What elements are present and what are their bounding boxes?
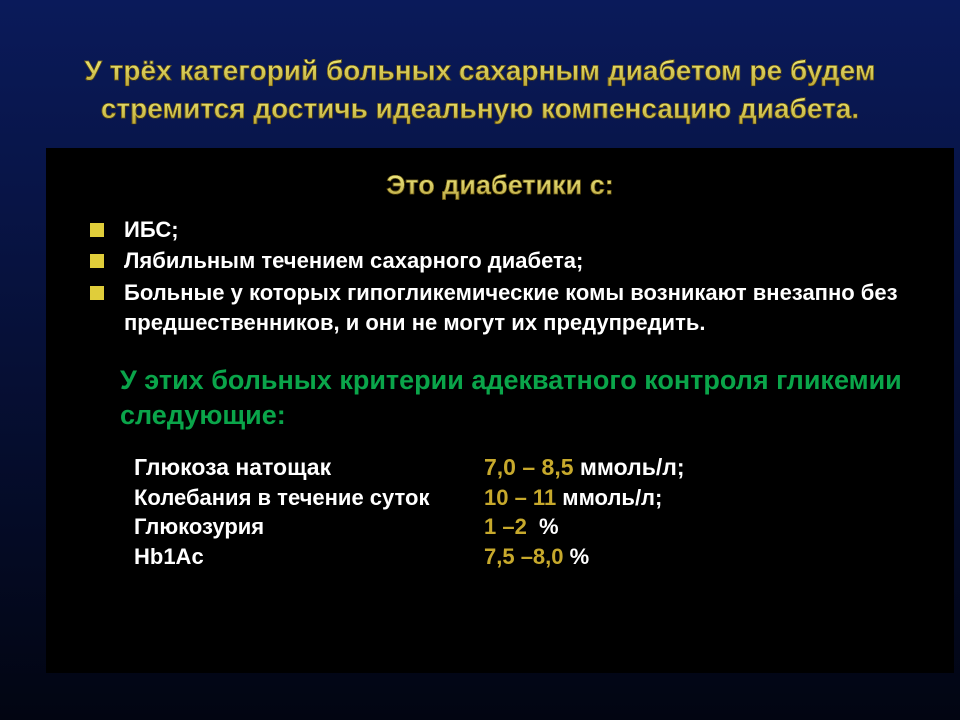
criteria-row: Глюкоза натощак 7,0 – 8,5 ммоль/л; — [134, 452, 920, 483]
criteria-table: Глюкоза натощак 7,0 – 8,5 ммоль/л; Колеб… — [80, 452, 920, 572]
criteria-label: Hb1Ac — [134, 542, 484, 572]
criteria-value: 1 –2 % — [484, 512, 559, 542]
criteria-row: Глюкозурия 1 –2 % — [134, 512, 920, 542]
criteria-value: 7,0 – 8,5 ммоль/л; — [484, 452, 685, 483]
subtitle-criteria: У этих больных критерии адекватного конт… — [80, 363, 920, 433]
criteria-value: 7,5 –8,0 % — [484, 542, 589, 572]
list-item: ИБС; — [84, 215, 920, 245]
content-panel: Это диабетики с: ИБС; Лябильным течением… — [46, 148, 954, 673]
subtitle-diabetics-with: Это диабетики с: — [80, 170, 920, 201]
criteria-row: Hb1Ac 7,5 –8,0 % — [134, 542, 920, 572]
title-line-2: стремится достичь идеальную компенсацию … — [101, 93, 859, 124]
list-item: Лябильным течением сахарного диабета; — [84, 246, 920, 276]
criteria-label: Колебания в течение суток — [134, 483, 484, 513]
bullet-list: ИБС; Лябильным течением сахарного диабет… — [80, 215, 920, 338]
criteria-label: Глюкоза натощак — [134, 452, 484, 483]
criteria-row: Колебания в течение суток 10 – 11 ммоль/… — [134, 483, 920, 513]
criteria-label: Глюкозурия — [134, 512, 484, 542]
title-line-1: У трёх категорий больных сахарным диабет… — [84, 55, 875, 86]
criteria-value: 10 – 11 ммоль/л; — [484, 483, 662, 513]
slide-title: У трёх категорий больных сахарным диабет… — [60, 52, 900, 128]
list-item: Больные у которых гипогликемические комы… — [84, 278, 920, 337]
slide: У трёх категорий больных сахарным диабет… — [0, 0, 960, 720]
